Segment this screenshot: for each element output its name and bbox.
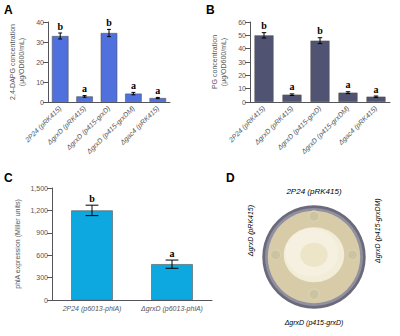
svg-text:10: 10 <box>238 85 246 92</box>
svg-text:ΔgrxD (p415-grxDM): ΔgrxD (p415-grxDM) <box>374 198 382 264</box>
svg-text:2P24 (pRK415): 2P24 (pRK415) <box>285 187 341 196</box>
svg-text:phlA expression (Miller units): phlA expression (Miller units) <box>14 199 22 288</box>
svg-text:2P24 (p6013-phlA): 2P24 (p6013-phlA) <box>62 305 122 313</box>
svg-text:2P24 (pRK415): 2P24 (pRK415) <box>227 104 267 144</box>
svg-text:ΔgrxD (pRK415): ΔgrxD (pRK415) <box>253 104 295 146</box>
svg-text:30: 30 <box>238 59 246 66</box>
svg-text:ΔgrxD (p6013-phlA): ΔgrxD (p6013-phlA) <box>140 305 203 313</box>
svg-text:a: a <box>131 80 136 91</box>
svg-text:D: D <box>226 171 235 185</box>
svg-text:b: b <box>106 17 112 28</box>
svg-text:0: 0 <box>242 99 246 106</box>
svg-text:20: 20 <box>36 59 44 66</box>
svg-text:40: 40 <box>36 19 44 26</box>
svg-text:(μg/OD600/mL): (μg/OD600/mL) <box>18 38 26 86</box>
svg-text:40: 40 <box>238 45 246 52</box>
svg-text:(μg/OD600/mL): (μg/OD600/mL) <box>220 38 228 86</box>
svg-text:ΔgrxD (pRK415): ΔgrxD (pRK415) <box>45 105 88 148</box>
svg-text:1,200: 1,200 <box>30 207 48 214</box>
svg-text:Δgac4 (pRK415): Δgac4 (pRK415) <box>336 105 379 148</box>
svg-text:600: 600 <box>36 252 48 259</box>
svg-text:a: a <box>290 81 295 92</box>
svg-text:ΔgrxD (p415-grxDM): ΔgrxD (p415-grxDM) <box>85 104 136 156</box>
svg-text:300: 300 <box>36 274 48 281</box>
svg-text:ΔgrxD (p415-grxD): ΔgrxD (p415-grxD) <box>284 319 344 327</box>
svg-text:1,500: 1,500 <box>30 185 48 192</box>
svg-text:60: 60 <box>238 19 246 26</box>
svg-text:B: B <box>206 3 215 17</box>
svg-text:a: a <box>170 248 175 259</box>
svg-text:0: 0 <box>40 99 44 106</box>
svg-text:10: 10 <box>36 79 44 86</box>
svg-text:A: A <box>4 3 13 17</box>
svg-text:a: a <box>374 84 379 95</box>
svg-text:2P24 (pRK415): 2P24 (pRK415) <box>23 104 63 144</box>
svg-text:ΔgrxD (p415-grxD): ΔgrxD (p415-grxD) <box>64 105 112 153</box>
svg-text:ΔgrxD (p415-grxD): ΔgrxD (p415-grxD) <box>275 105 323 153</box>
svg-text:b: b <box>57 21 63 32</box>
svg-text:a: a <box>346 79 351 90</box>
svg-text:2,4-DAPG concentration: 2,4-DAPG concentration <box>9 24 16 100</box>
svg-text:C: C <box>4 171 13 185</box>
svg-text:b: b <box>317 25 323 36</box>
svg-text:ΔgrxD (p415-grxDM): ΔgrxD (p415-grxDM) <box>299 105 351 157</box>
svg-text:b: b <box>89 193 95 204</box>
svg-text:30: 30 <box>36 39 44 46</box>
svg-text:50: 50 <box>238 32 246 39</box>
svg-text:b: b <box>261 20 267 31</box>
svg-text:0: 0 <box>44 297 48 304</box>
svg-text:ΔgrxD (pRK415): ΔgrxD (pRK415) <box>247 205 255 257</box>
svg-text:a: a <box>155 85 160 96</box>
svg-text:Δgac4 (pRK415): Δgac4 (pRK415) <box>118 105 161 148</box>
svg-text:PG concentration: PG concentration <box>211 35 218 89</box>
svg-text:900: 900 <box>36 229 48 236</box>
svg-text:a: a <box>82 83 87 94</box>
svg-text:20: 20 <box>238 72 246 79</box>
